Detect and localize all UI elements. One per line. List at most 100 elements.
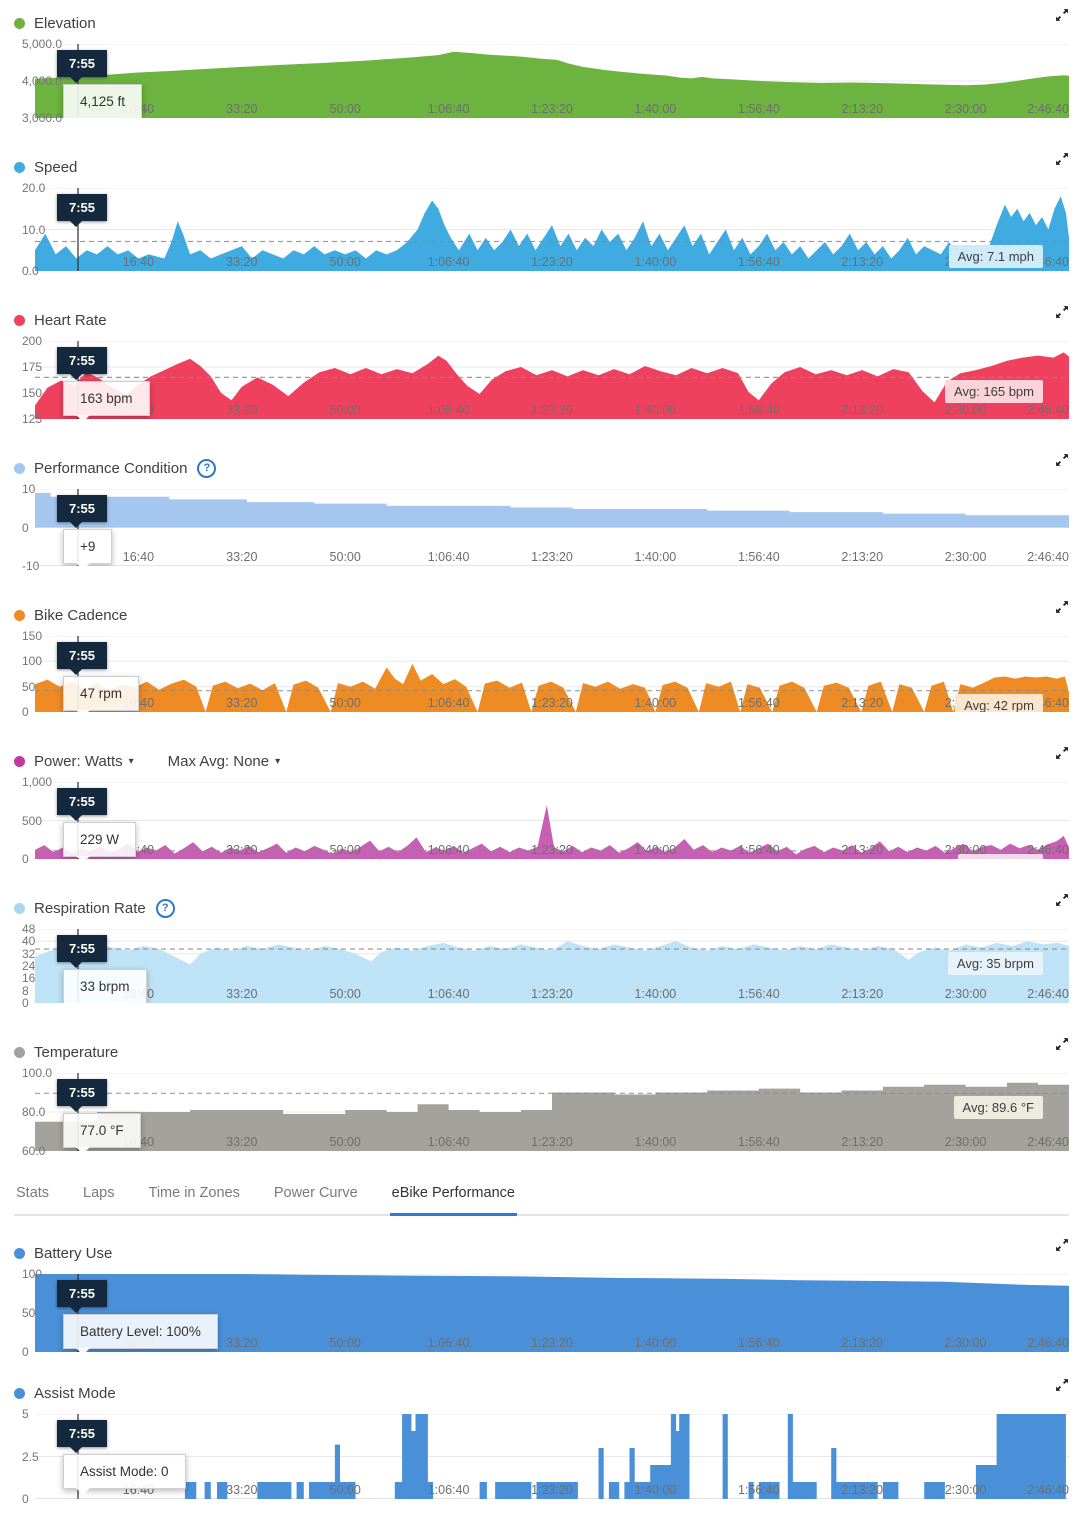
expand-icon[interactable]: [1055, 1378, 1069, 1392]
tooltip-value: 163 bpm: [63, 381, 150, 419]
plot-region[interactable]: 7:55 77.0 °F Avg: 89.6 °F 16:4033:2050:0…: [35, 1073, 1069, 1151]
tooltip-time: 7:55: [57, 50, 108, 83]
x-axis-label: 1:06:40: [427, 1336, 470, 1350]
chart-area[interactable]: 7:55 Battery Level: 100% 16:4033:2050:00…: [0, 1267, 1083, 1359]
chart-panel-respiration_rate: Respiration Rate ? 7:55 33 brpm Avg: 35 …: [0, 885, 1083, 1010]
x-axis-label: 2:30:00: [944, 1483, 987, 1497]
chart-panel-speed: Speed 7:55 Avg: 7.1 mph 16:40 33:20 50:00 1…: [0, 144, 1083, 278]
plot-region[interactable]: 7:55 4,125 ft 16:4033:2050:001:06:401:23…: [35, 44, 1069, 118]
chart-area[interactable]: 7:55 33 brpm Avg: 35 brpm 16:4033:2050:0…: [0, 922, 1083, 1010]
expand-icon[interactable]: [1055, 8, 1069, 22]
expand-icon[interactable]: [1055, 453, 1069, 467]
y-axis-label: -10: [22, 559, 40, 573]
y-axis-label: 24: [22, 959, 36, 973]
chart-area[interactable]: 7:55 4,125 ft 16:4033:2050:001:06:401:23…: [0, 37, 1083, 125]
y-axis-label: 80.0: [22, 1105, 46, 1119]
expand-arrows: [1056, 1038, 1068, 1050]
y-axis-label: 50: [22, 679, 36, 694]
x-axis-label: 33:20: [226, 987, 258, 1001]
expand-icon[interactable]: [1055, 305, 1069, 319]
expand-icon[interactable]: [1055, 746, 1069, 760]
chart-area[interactable]: 7:55 163 bpm Avg: 165 bpm 16:4033:2050:0…: [0, 334, 1083, 426]
tab-laps[interactable]: Laps: [83, 1185, 115, 1201]
x-axis-label: 1:06:40: [427, 255, 470, 269]
tooltip-time: 7:55: [57, 347, 108, 380]
chart-area[interactable]: 7:55 229 W Avg: 105 W 16:4033:2050:001:0…: [0, 775, 1083, 866]
chart-title: Assist Mode: [34, 1384, 116, 1402]
chart-header: Temperature: [14, 1038, 1069, 1063]
x-axis-label: 2:46:40: [1027, 550, 1069, 564]
x-axis-label: 1:23:20: [531, 255, 573, 269]
tab-power-curve[interactable]: Power Curve: [273, 1185, 358, 1201]
help-icon[interactable]: ?: [197, 458, 217, 478]
expand-arrows: [1056, 601, 1068, 613]
y-axis-label: 3,000.0: [22, 111, 63, 125]
chart-header: Power: Watts ▾ Max Avg: None ▾: [14, 747, 1069, 772]
charts-section-bottom: Battery Use 7:55 Battery Level: 100% 16:…: [0, 1230, 1083, 1506]
tooltip-value: 77.0 °F: [63, 1113, 141, 1151]
tooltip-time: 7:55: [57, 935, 108, 968]
x-axis-label: 33:20: [226, 403, 258, 417]
x-axis-label: 50:00: [329, 550, 361, 564]
plot-region[interactable]: 7:55 +9 16:40 33:20 50:00 1:06:40 1:23:20 1:4…: [35, 489, 1069, 566]
plot-region[interactable]: 7:55 Assist Mode: 0 16:40 33:20 50:00 1:06:…: [35, 1414, 1069, 1499]
y-axis-label: 10.0: [22, 222, 46, 237]
x-axis-label: 1:06:40: [427, 102, 470, 116]
chart-panel-elevation: Elevation 7:55 4,125 ft 16:4033:2050:001…: [0, 0, 1083, 125]
x-axis-label: 2:13:20: [841, 987, 884, 1001]
chart-area[interactable]: 7:55 Avg: 7.1 mph 16:40 33:20 50:00 1:06:40…: [0, 181, 1083, 278]
x-axis-label: 2:30:00: [944, 987, 987, 1001]
tab-time-in-zones[interactable]: Time in Zones: [148, 1185, 240, 1201]
expand-icon[interactable]: [1055, 600, 1069, 614]
tab-ebike-performance[interactable]: eBike Performance: [389, 1177, 517, 1216]
x-axis-label: 16:40: [122, 550, 155, 564]
series-color-dot: [14, 1046, 25, 1058]
plot-region[interactable]: 7:55 229 W Avg: 105 W 16:4033:2050:001:0…: [35, 782, 1069, 859]
chevron-down-icon[interactable]: ▾: [128, 755, 134, 767]
tooltip-time: 7:55: [57, 1280, 108, 1313]
series-color-dot: [14, 755, 25, 767]
y-axis-label: 48: [22, 922, 36, 936]
x-axis-label: 1:23:20: [531, 696, 573, 710]
series-color-dot: [14, 902, 25, 914]
expand-icon[interactable]: [1055, 1037, 1069, 1051]
plot-region[interactable]: 7:55 Avg: 7.1 mph 16:40 33:20 50:00 1:06:40…: [35, 188, 1069, 271]
plot-region[interactable]: 7:55 33 brpm Avg: 35 brpm 16:4033:2050:0…: [35, 929, 1069, 1003]
chart-area[interactable]: 7:55 +9 16:40 33:20 50:00 1:06:40 1:23:20 1:4…: [0, 482, 1083, 573]
help-icon[interactable]: ?: [155, 898, 175, 918]
x-axis-label: 33:20: [226, 1483, 258, 1497]
y-axis-label: 100: [22, 1267, 43, 1281]
tooltip-time: 7:55: [57, 495, 108, 528]
x-axis-label: 50:00: [329, 696, 361, 710]
expand-arrows: [1056, 1379, 1068, 1391]
x-axis-label: 2:13:20: [841, 1336, 884, 1350]
x-axis-label: 50:00: [329, 1135, 361, 1149]
y-axis-label: 5: [22, 1407, 29, 1421]
x-axis-label: 1:56:40: [737, 255, 780, 269]
expand-icon[interactable]: [1055, 1238, 1069, 1252]
y-axis-label: 8: [22, 983, 29, 998]
chart-title: Respiration Rate: [34, 899, 146, 917]
y-axis-label: 32: [22, 946, 36, 961]
x-axis-label: 33:20: [226, 1336, 258, 1350]
y-axis-label: 50: [22, 1306, 36, 1320]
chart-area[interactable]: 7:55 47 rpm Avg: 42 rpm 16:4033:2050:001…: [0, 629, 1083, 719]
x-axis-label: 1:06:40: [427, 1135, 470, 1149]
plot-region[interactable]: 7:55 47 rpm Avg: 42 rpm 16:4033:2050:001…: [35, 636, 1069, 712]
plot-region[interactable]: 7:55 163 bpm Avg: 165 bpm 16:4033:2050:0…: [35, 341, 1069, 419]
chart-area[interactable]: 7:55 77.0 °F Avg: 89.6 °F 16:4033:2050:0…: [0, 1066, 1083, 1158]
expand-arrows: [1056, 747, 1068, 759]
chart-area[interactable]: 7:55 Assist Mode: 0 16:40 33:20 50:00 1:06:…: [0, 1407, 1083, 1506]
max-avg-dropdown[interactable]: Max Avg: None ▾: [168, 753, 280, 770]
series-color-dot: [14, 1247, 25, 1259]
tab-stats[interactable]: Stats: [16, 1185, 50, 1201]
x-axis-label: 2:46:40: [1027, 843, 1069, 857]
avg-badge: Avg: 105 W: [958, 853, 1043, 859]
chart-header: Bike Cadence: [14, 601, 1069, 626]
series-color-dot: [14, 609, 25, 621]
y-axis-label: 40: [22, 934, 36, 949]
expand-icon[interactable]: [1055, 893, 1069, 907]
expand-icon[interactable]: [1055, 152, 1069, 166]
plot-region[interactable]: 7:55 Battery Level: 100% 16:4033:2050:00…: [35, 1274, 1069, 1352]
x-axis-label: 2:13:20: [841, 102, 884, 116]
